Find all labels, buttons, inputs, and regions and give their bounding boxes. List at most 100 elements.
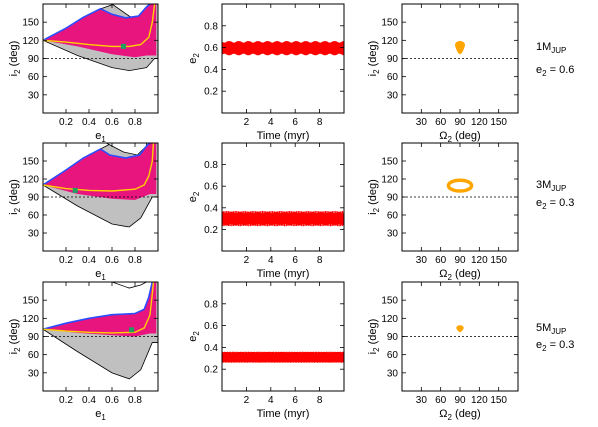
e2-value-label: e2 = 0.3 (536, 339, 574, 353)
x-axis-label-sub: 2 (448, 135, 453, 144)
x-tick-label: 0.8 (128, 395, 142, 406)
x-tick-label: 4 (268, 395, 274, 406)
x-axis-label-sub: 2 (448, 413, 453, 422)
y-tick-label: 150 (22, 157, 39, 168)
y-axis-label: e2 (187, 53, 201, 64)
y-axis-label-main: e (187, 58, 199, 64)
x-axis-label-main: Time (myr) (257, 130, 310, 142)
libration-region (43, 143, 157, 200)
x-axis-label-suffix: (deg) (452, 408, 481, 420)
plot-frame (401, 142, 519, 252)
y-tick-label: 120 (381, 36, 398, 47)
x-tick-label: 90 (454, 117, 466, 128)
orbit-trajectory (446, 178, 474, 193)
e2-value-label: e2 = 0.6 (536, 64, 574, 78)
y-tick-label: 0.4 (204, 65, 218, 76)
y-tick-label: 60 (387, 211, 399, 222)
planet-mass-unit: JUP (551, 46, 566, 55)
plot-frame (221, 142, 345, 252)
x-tick-label: 90 (454, 255, 466, 266)
row-annotation-2: 3MJUP e2 = 0.3 (536, 179, 574, 211)
y-axis-label: i2 (deg) (8, 319, 22, 355)
y-axis-label-main: i (367, 74, 379, 76)
y-tick-label: 90 (387, 193, 399, 204)
y-axis-label-sub: 2 (192, 191, 201, 196)
y-tick-label: 150 (381, 18, 398, 29)
y-tick-label: 0.8 (204, 21, 218, 32)
x-tick-label: 6 (292, 395, 298, 406)
e2-number: = 0.6 (547, 64, 575, 76)
x-axis-label: Ω2 (deg) (439, 408, 480, 422)
x-axis-label-sub: 1 (101, 413, 106, 422)
initial-condition-point (121, 43, 126, 49)
x-axis-label-sub: 1 (101, 273, 106, 282)
plot-frame (42, 142, 159, 252)
y-tick-label: 120 (22, 175, 39, 186)
x-axis-label-suffix: (deg) (452, 130, 481, 142)
separatrix-curve (43, 4, 151, 42)
y-tick-label: 90 (28, 332, 40, 343)
chart-row1-col1: 0.2 0.4 0.6 0.8 30 60 90 120 150 e1 i2 (deg) (8, 3, 159, 144)
y-tick-label: 150 (381, 296, 398, 307)
y-axis-label-main: i (8, 352, 20, 354)
y-axis-label-suffix: (deg) (367, 319, 379, 348)
plot-area (222, 41, 344, 56)
y-axis-label: i2 (deg) (8, 41, 22, 77)
y-axis-label-sub: 2 (372, 207, 381, 212)
x-tick-label: 150 (490, 117, 507, 128)
x-tick-label: 30 (416, 395, 428, 406)
fixed-point-curve (43, 4, 156, 48)
y-axis-label: e2 (187, 331, 201, 342)
x-axis-label-main: e (95, 130, 101, 142)
y-tick-label: 60 (387, 72, 399, 83)
x-tick-label: 8 (317, 117, 323, 128)
y-axis-label-main: e (187, 196, 199, 202)
e2-number: = 0.3 (547, 197, 575, 209)
row-annotation-3: 5MJUP e2 = 0.3 (536, 322, 574, 353)
planet-mass-value: 1M (536, 41, 551, 53)
e2-subscript: 2 (542, 69, 547, 78)
x-axis-label-main: Time (myr) (257, 268, 310, 280)
plot-frame (221, 3, 345, 114)
y-tick-label: 0.8 (204, 299, 218, 310)
x-tick-label: 2 (244, 395, 250, 406)
e2-symbol: e (536, 339, 542, 351)
y-axis-label-sub: 2 (192, 331, 201, 336)
y-tick-label: 30 (28, 229, 40, 240)
x-tick-label: 0.4 (82, 395, 96, 406)
y-axis-label-sub: 2 (372, 347, 381, 352)
x-axis-label-sub: 1 (101, 135, 106, 144)
x-tick-label: 0.6 (105, 255, 119, 266)
y-tick-label: 0.2 (204, 225, 218, 236)
x-axis-label-main: Ω (439, 408, 447, 420)
x-tick-label: 2 (244, 255, 250, 266)
y-tick-label: 90 (28, 193, 40, 204)
y-axis-label: i2 (deg) (367, 319, 381, 355)
y-axis-label-sub: 2 (13, 207, 22, 212)
y-tick-label: 0.8 (204, 160, 218, 171)
x-tick-label: 60 (435, 117, 447, 128)
x-axis-label-sub: 2 (448, 273, 453, 282)
x-tick-label: 150 (490, 395, 507, 406)
x-tick-label: 120 (471, 255, 488, 266)
y-tick-label: 60 (28, 350, 40, 361)
e2-time-series (222, 41, 344, 56)
y-tick-label: 0.6 (204, 321, 218, 332)
x-axis-label: Ω2 (deg) (439, 268, 480, 282)
initial-condition-point (72, 187, 78, 193)
y-tick-label: 30 (387, 90, 399, 101)
y-axis-label-main: e (187, 336, 199, 342)
x-axis-label: Time (myr) (257, 408, 310, 420)
e2-number: = 0.3 (547, 339, 575, 351)
x-tick-label: 4 (268, 117, 274, 128)
plot-frame (42, 281, 159, 392)
y-tick-label: 120 (381, 314, 398, 325)
x-tick-label: 30 (416, 117, 428, 128)
y-axis-label-main: i (367, 352, 379, 354)
y-axis-label-main: i (8, 212, 20, 214)
x-axis-label-main: e (95, 408, 101, 420)
plot-frame (401, 281, 519, 392)
